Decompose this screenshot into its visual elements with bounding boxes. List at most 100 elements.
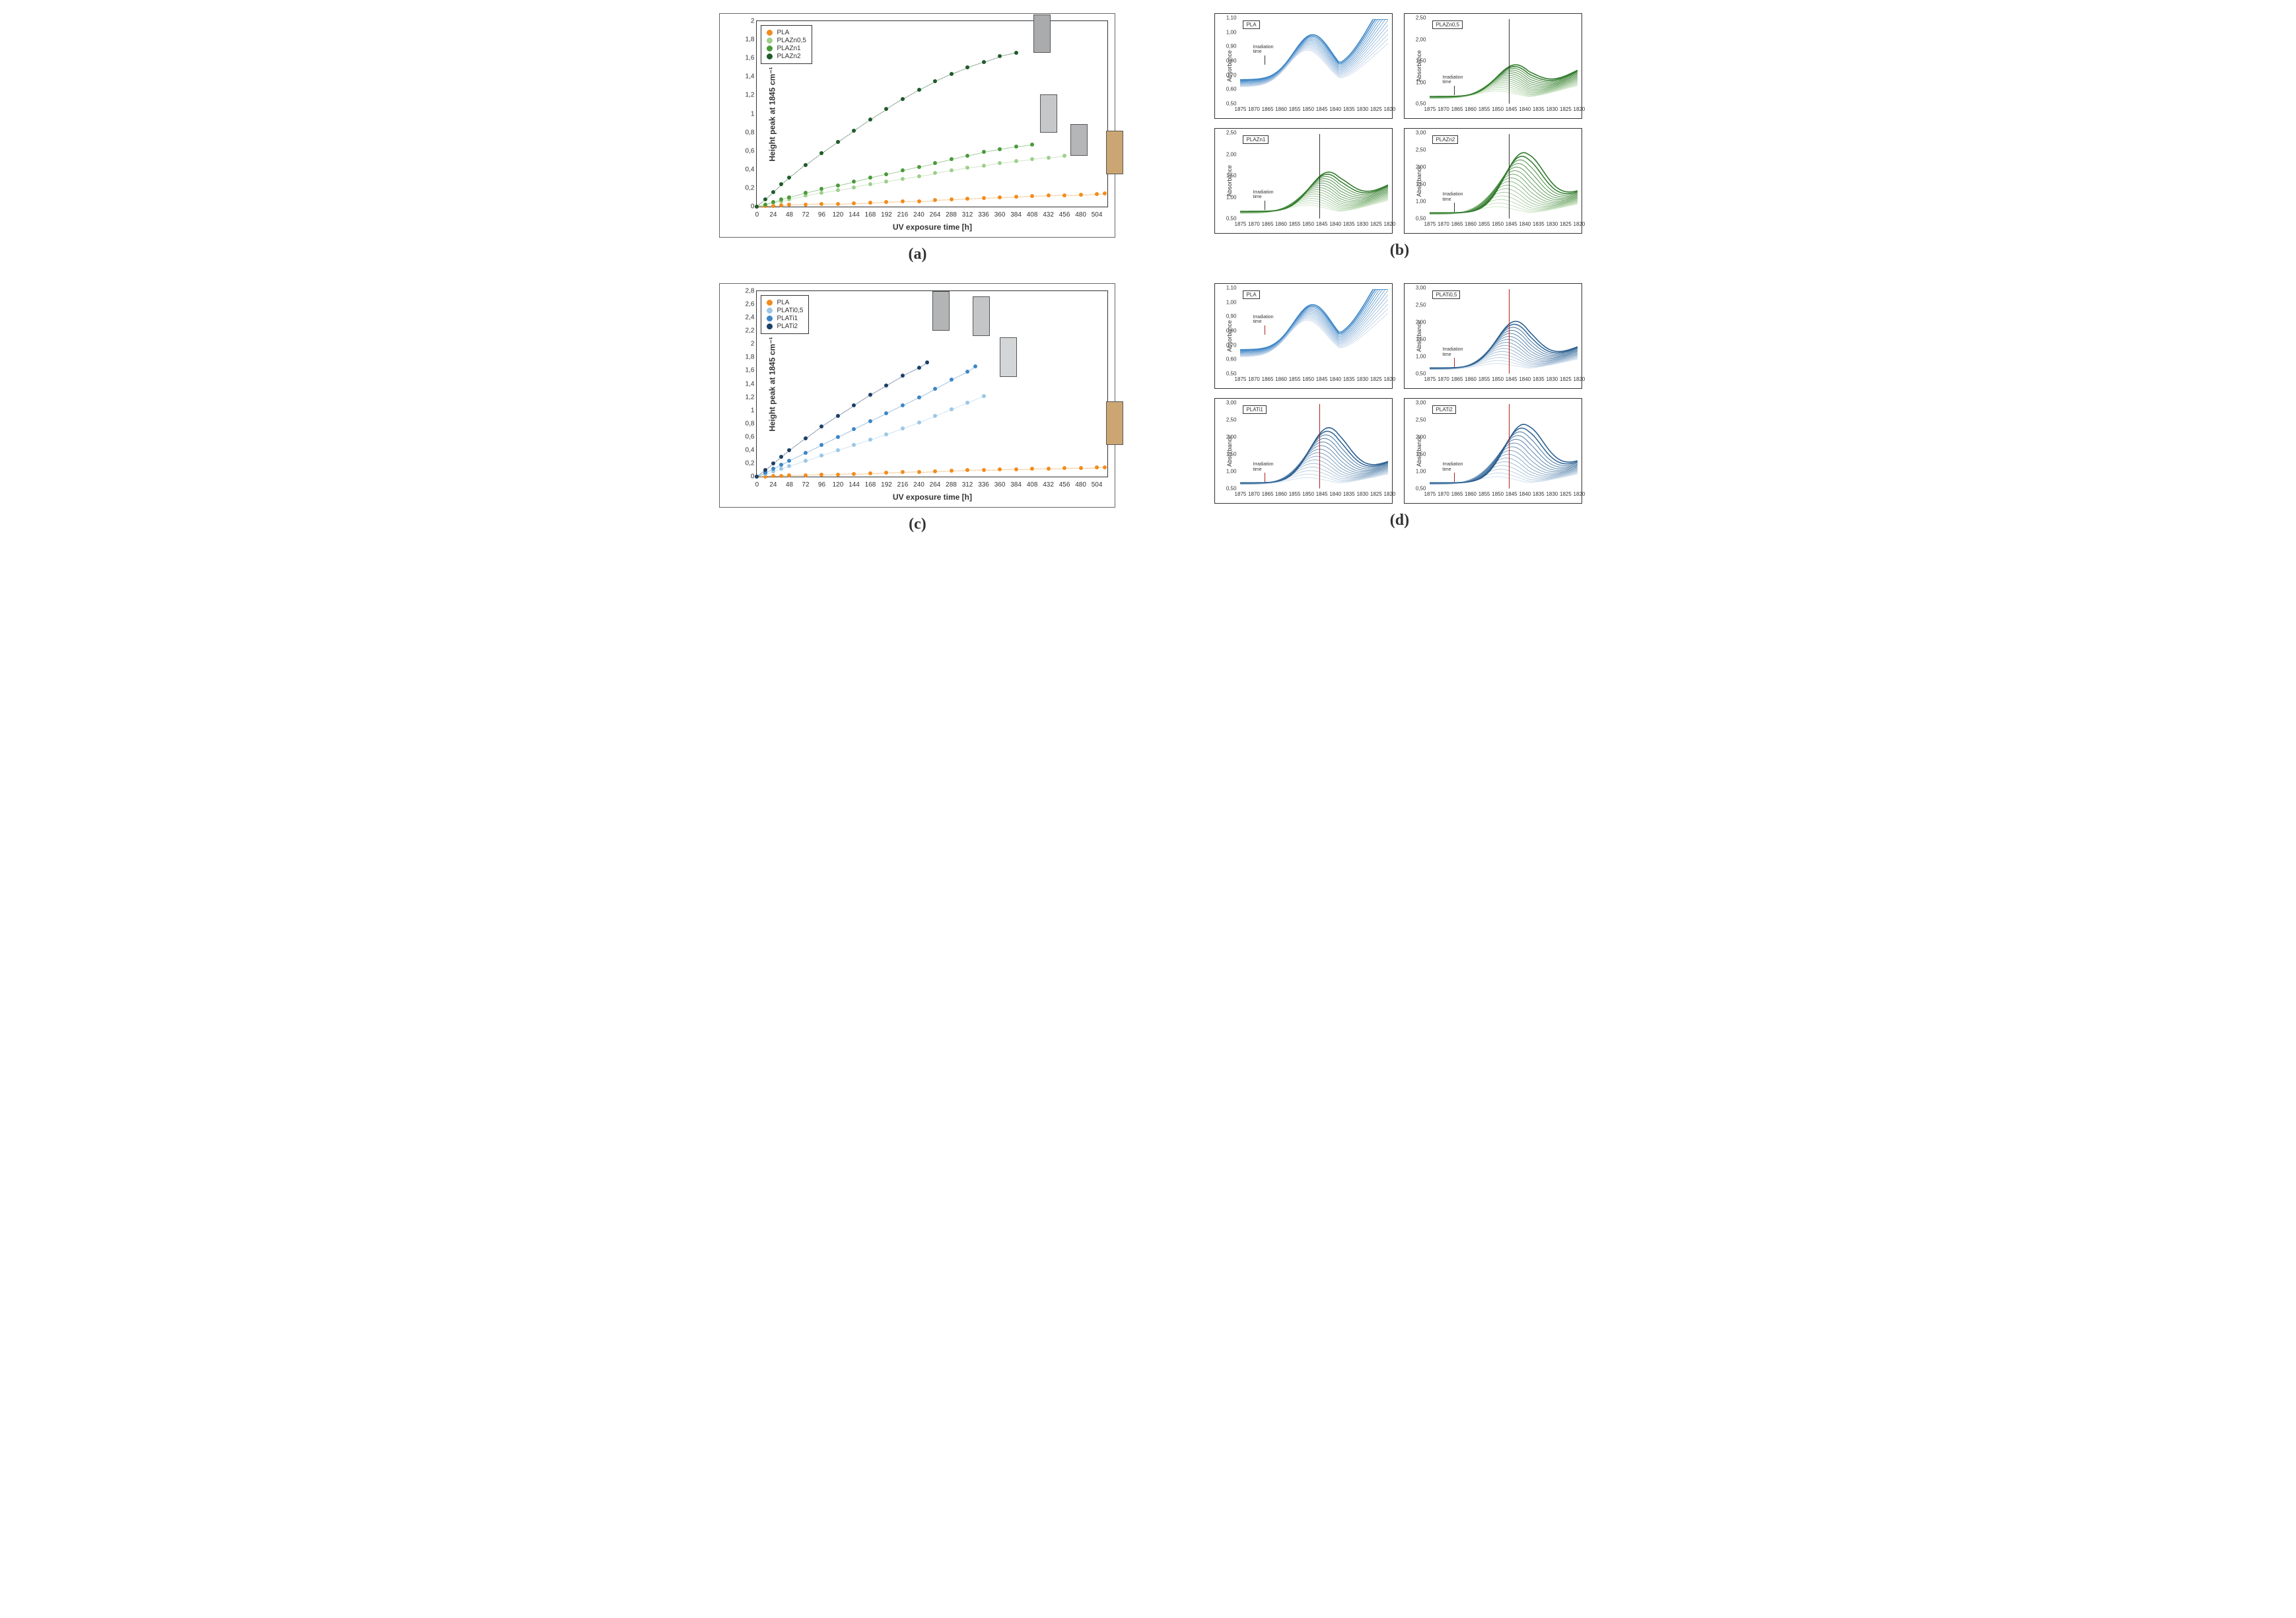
data-point bbox=[819, 443, 823, 447]
data-point bbox=[779, 474, 783, 478]
data-point bbox=[1095, 465, 1099, 469]
data-point bbox=[901, 374, 905, 378]
y-tick: 0 bbox=[738, 203, 754, 211]
x-tick: 48 bbox=[786, 211, 793, 219]
x-tick: 456 bbox=[1059, 211, 1070, 219]
x-tick: 480 bbox=[1075, 481, 1086, 489]
panel-label-b: (b) bbox=[1390, 242, 1409, 259]
data-point bbox=[884, 471, 888, 475]
x-tick: 0 bbox=[755, 211, 759, 219]
series-segment bbox=[789, 438, 806, 451]
data-point bbox=[901, 97, 905, 101]
data-point bbox=[804, 473, 808, 477]
y-tick: 0,6 bbox=[738, 147, 754, 154]
spectra-grid-b: PLAAbsorbanceIrradiationtime187518701865… bbox=[1214, 13, 1584, 234]
panel-c: UV exposure time [h] Height peak at 1845… bbox=[686, 283, 1150, 533]
x-tick: 384 bbox=[1010, 211, 1022, 219]
sample-photo-inset bbox=[1106, 401, 1123, 445]
data-point bbox=[779, 463, 783, 467]
irradiation-arrow-icon bbox=[1454, 358, 1455, 367]
x-tick: 312 bbox=[962, 211, 973, 219]
data-point bbox=[917, 88, 921, 92]
x-tick: 192 bbox=[881, 211, 892, 219]
data-point bbox=[884, 411, 888, 415]
x-tick: 168 bbox=[865, 211, 876, 219]
spectrum-yticks: 0,501,001,502,002,50 bbox=[1219, 134, 1237, 219]
data-point bbox=[779, 197, 783, 201]
sample-photo-inset bbox=[1033, 15, 1051, 53]
data-point bbox=[901, 168, 905, 172]
data-point bbox=[917, 421, 921, 424]
x-tick: 120 bbox=[833, 481, 844, 489]
series-segment bbox=[919, 389, 935, 398]
data-point bbox=[1103, 191, 1107, 195]
irradiation-arrow-icon bbox=[1454, 473, 1455, 482]
spectrum-plot bbox=[1240, 404, 1388, 489]
data-point bbox=[950, 407, 954, 411]
spectrum-PLAZn2: PLAZn2AbsorbanceIrradiationtime187518701… bbox=[1404, 128, 1582, 234]
x-tick: 72 bbox=[802, 211, 809, 219]
data-point bbox=[836, 188, 840, 192]
spectrum-yticks: 0,501,001,502,002,503,00 bbox=[1219, 404, 1237, 489]
data-point bbox=[965, 154, 969, 158]
x-tick: 456 bbox=[1059, 481, 1070, 489]
data-point bbox=[771, 461, 775, 465]
x-tick: 96 bbox=[818, 481, 825, 489]
data-point bbox=[787, 448, 791, 452]
data-point bbox=[771, 200, 775, 204]
x-tick: 264 bbox=[930, 211, 941, 219]
data-point bbox=[836, 184, 840, 187]
data-point bbox=[917, 165, 921, 169]
y-tick: 2 bbox=[738, 18, 754, 25]
data-point bbox=[771, 190, 775, 194]
reference-line bbox=[1509, 289, 1510, 374]
series-segment bbox=[789, 165, 806, 178]
x-axis-label-c: UV exposure time [h] bbox=[757, 492, 1107, 502]
data-point bbox=[763, 468, 767, 472]
data-point bbox=[852, 472, 856, 476]
data-point bbox=[868, 201, 872, 205]
scatter-chart-c: UV exposure time [h] Height peak at 1845… bbox=[719, 283, 1115, 508]
data-point bbox=[836, 140, 840, 144]
y-tick: 1 bbox=[738, 407, 754, 414]
data-point bbox=[836, 473, 840, 477]
y-tick: 0,6 bbox=[738, 433, 754, 440]
y-tick: 1,8 bbox=[738, 354, 754, 361]
data-point bbox=[852, 403, 856, 407]
series-segment bbox=[903, 397, 919, 406]
spectrum-PLATi2: PLATi2AbsorbanceIrradiationtime187518701… bbox=[1404, 398, 1582, 504]
data-point bbox=[884, 180, 888, 184]
spectrum-xticks: 1875187018651860185518501845184018351830… bbox=[1240, 106, 1388, 114]
series-segment bbox=[854, 119, 870, 131]
spectrum-PLATi1: PLATi1AbsorbanceIrradiationtime187518701… bbox=[1214, 398, 1393, 504]
series-segment bbox=[903, 90, 919, 100]
spectrum-plot bbox=[1430, 19, 1578, 104]
spectrum-xticks: 1875187018651860185518501845184018351830… bbox=[1430, 491, 1578, 499]
data-point bbox=[836, 448, 840, 452]
data-point bbox=[1062, 466, 1066, 470]
spectrum-title: PLA bbox=[1243, 290, 1259, 299]
series-segment bbox=[806, 426, 822, 439]
x-tick: 96 bbox=[818, 211, 825, 219]
data-point bbox=[779, 455, 783, 459]
spectrum-yticks: 0,501,001,502,002,503,00 bbox=[1409, 289, 1427, 374]
data-point bbox=[755, 205, 759, 209]
data-point bbox=[868, 419, 872, 423]
data-point bbox=[819, 473, 823, 477]
data-point bbox=[998, 195, 1002, 199]
spectrum-PLA: PLAAbsorbanceIrradiationtime187518701865… bbox=[1214, 13, 1393, 119]
y-tick: 2,2 bbox=[738, 327, 754, 335]
irradiation-arrow-icon bbox=[1454, 86, 1455, 95]
x-tick: 504 bbox=[1092, 481, 1103, 489]
data-point bbox=[965, 197, 969, 201]
panel-label-a: (a) bbox=[908, 246, 926, 263]
data-point bbox=[1014, 159, 1018, 163]
data-point bbox=[1047, 467, 1051, 471]
data-point bbox=[804, 191, 808, 195]
x-tick: 24 bbox=[769, 481, 777, 489]
spectrum-yticks: 0,500,600,700,800,901,001,10 bbox=[1219, 289, 1237, 374]
panel-label-c: (c) bbox=[909, 516, 926, 533]
x-tick: 408 bbox=[1027, 481, 1038, 489]
sample-photo-inset bbox=[1000, 337, 1017, 377]
series-segment bbox=[935, 409, 952, 417]
